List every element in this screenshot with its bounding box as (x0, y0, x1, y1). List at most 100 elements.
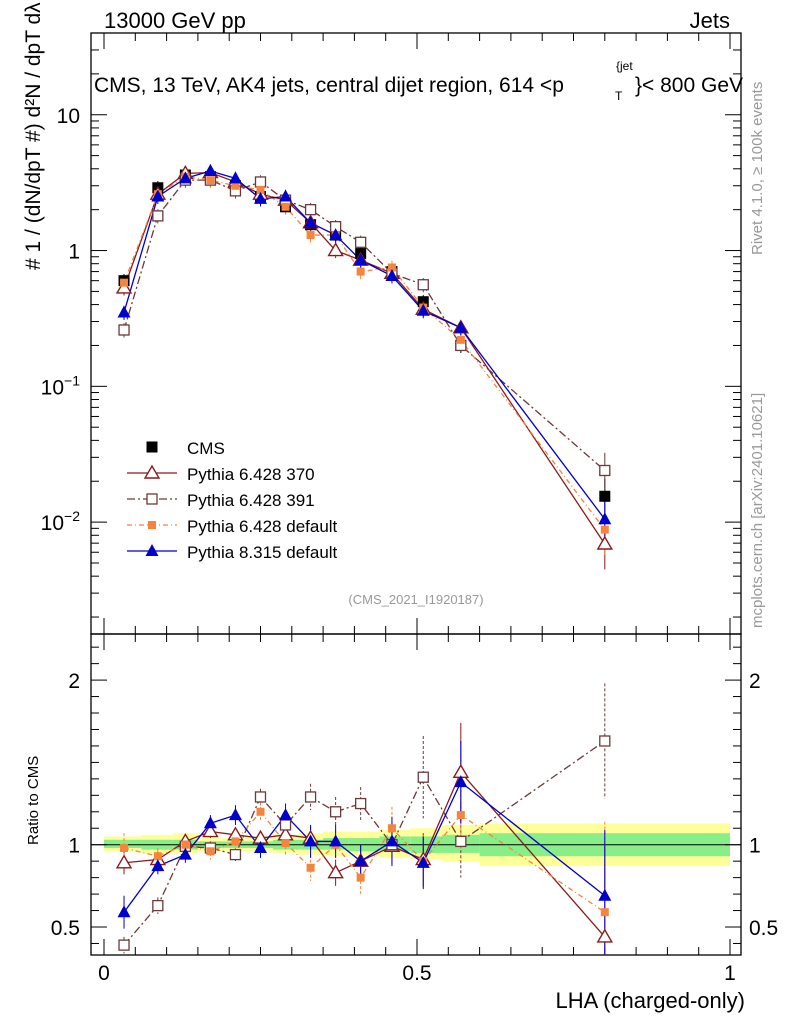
header-right-label: Jets (690, 8, 730, 33)
legend-label-p391: Pythia 6.428 391 (187, 491, 315, 510)
ratio-line-p391 (123, 740, 606, 946)
ratio-y-axis-label: Ratio to CMS (25, 756, 42, 845)
ratio-point-p8 (178, 847, 192, 860)
ratio-point-p8 (279, 808, 293, 821)
ratio-point-p8 (228, 808, 242, 821)
ratio-point-p8 (203, 816, 217, 829)
ratio-point-p391 (279, 819, 292, 831)
side-rivet-label: Rivet 4.1.0, ≥ 100k events (749, 82, 766, 255)
main-point-p6def (120, 278, 129, 287)
ratio-point-p391 (152, 899, 164, 912)
legend-marker-p370 (143, 464, 161, 479)
ratio-point-p8 (454, 775, 468, 788)
ratio-point-p8 (304, 834, 318, 847)
main-y-tick-label: 10−1 (41, 372, 81, 399)
main-point-p6def (281, 202, 290, 211)
ratio-line-p370 (123, 771, 606, 938)
ratio-point-p8 (354, 854, 368, 867)
main-point-p391 (152, 210, 164, 222)
ratio-point-p391 (118, 939, 130, 951)
ratio-point-p8 (117, 905, 131, 918)
ratio-point-p8 (254, 841, 267, 853)
ratio-point-p391 (455, 835, 467, 848)
main-point-p8 (385, 268, 399, 281)
main-point-p391 (304, 204, 317, 216)
main-point-p8 (416, 303, 430, 316)
main-point-p6def (387, 263, 396, 272)
tick-labels: 10−2 10−1 1 10 0 0.5 1 0.5 0.5 1 1 2 2 (41, 105, 779, 985)
ratio-point-p370 (115, 854, 133, 869)
ratio-point-p370 (202, 823, 219, 838)
plot-subtitle-superscript: {jet (616, 59, 633, 73)
ratio-point-p6def (120, 844, 129, 852)
main-point-p8 (598, 512, 612, 525)
main-point-p8 (454, 320, 468, 333)
ratio-y-tick-label: 1 (68, 835, 80, 858)
main-point-p6def (206, 176, 215, 185)
main-point-p8 (178, 171, 192, 184)
main-y-axis-label: # 1 / (dN/dpT #) d²N / dpT dλ (22, 2, 45, 270)
main-point-p391 (355, 236, 367, 248)
main-point-p6def (456, 335, 465, 344)
ratio-y-tick-label-right: 2 (749, 670, 761, 693)
main-y-tick-label: 1 (68, 241, 80, 264)
main-point-p8 (329, 228, 343, 241)
ratio-point-p391 (254, 791, 267, 803)
legend-marker-p8 (145, 544, 159, 556)
main-y-tick-label: 10 (57, 105, 80, 128)
ratio-frame (90, 633, 742, 956)
legend-label-p8: Pythia 8.315 default (187, 543, 338, 562)
main-point-p8 (151, 189, 165, 202)
main-line-p6def (123, 175, 606, 531)
main-point-p8 (304, 215, 318, 228)
ratio-point-p8 (385, 834, 399, 847)
x-tick-label: 1 (724, 962, 736, 985)
main-point-p6def (356, 267, 365, 276)
ratio-y-tick-label: 2 (68, 670, 80, 693)
main-point-p6def (600, 525, 609, 534)
legend-marker-p391 (146, 493, 158, 505)
ratio-point-p391 (304, 791, 317, 803)
x-tick-label: 0.5 (402, 962, 431, 985)
ratio-point-p8 (598, 888, 612, 901)
ratio-point-p6def (181, 840, 190, 849)
ratio-point-p6def (456, 811, 465, 820)
main-point-p8 (117, 305, 131, 318)
main-point-p391 (417, 279, 429, 291)
ratio-point-p391 (355, 797, 367, 810)
ratio-series-marks (115, 735, 614, 951)
legend: CMS Pythia 6.428 370 Pythia 6.428 391 Pythi… (127, 439, 338, 562)
main-y-tick-label: 10−2 (41, 508, 81, 535)
ratio-point-p6def (206, 847, 215, 856)
ratio-plot-axes (90, 633, 742, 956)
main-point-p8 (279, 189, 293, 202)
legend-label-cms: CMS (187, 439, 225, 458)
ratio-point-p370 (327, 864, 344, 879)
plot-subtitle-tail: }< 800 GeV (635, 74, 743, 97)
x-axis-label: LHA (charged-only) (555, 988, 745, 1013)
main-point-p370 (327, 242, 344, 257)
ratio-point-p391 (599, 735, 611, 747)
main-line-p391 (123, 179, 606, 471)
ratio-point-p6def (153, 852, 162, 861)
ratio-point-p370 (596, 928, 614, 943)
main-point-p370 (596, 535, 614, 550)
main-point-p6def (256, 185, 265, 194)
legend-marker-cms (146, 441, 158, 453)
legend-marker-p6def (148, 521, 156, 529)
ratio-point-p6def (281, 839, 290, 848)
main-point-p391 (118, 324, 130, 336)
main-point-p8 (254, 191, 267, 204)
ratio-point-p6def (356, 873, 365, 882)
main-point-p8 (354, 253, 368, 266)
plot-subtitle-subscript: T (615, 89, 623, 103)
main-series-marks (115, 164, 614, 550)
main-point-p370 (115, 279, 133, 294)
ratio-y-tick-label-right: 0.5 (749, 917, 778, 940)
analysis-tag: (CMS_2021_I1920187) (348, 592, 483, 607)
main-point-p391 (254, 176, 267, 188)
legend-label-p6def: Pythia 6.428 default (187, 517, 338, 536)
main-point-p8 (228, 171, 242, 184)
main-point-cms (599, 490, 611, 502)
